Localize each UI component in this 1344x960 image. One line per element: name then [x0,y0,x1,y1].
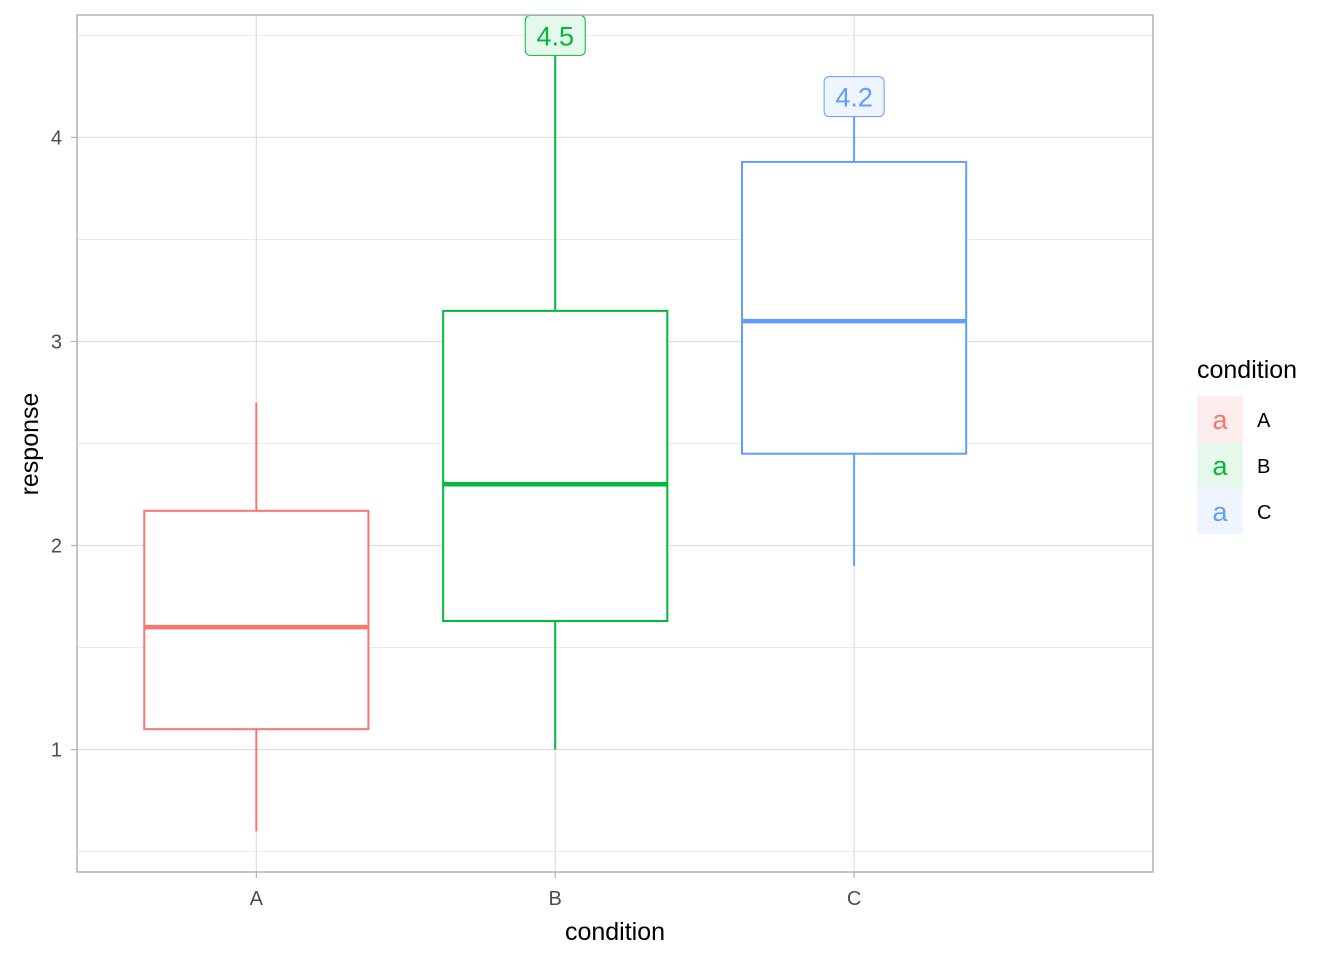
y-tick-label: 2 [51,536,62,558]
panel-border [76,14,1154,873]
legend-key-glyph: a [1212,497,1228,527]
legend-title: condition [1197,356,1297,384]
box-B: 4.5 [442,14,669,750]
legend-key [1197,488,1243,534]
box-C: 4.2 [741,76,968,566]
axes: 1 2 3 4 A B C [51,14,1154,910]
plot-marks: 4.5 4.2 [143,14,968,832]
x-axis-title: condition [565,918,665,946]
legend-key [1197,396,1243,442]
box-iqr [442,309,669,623]
value-label: 4.2 [835,83,873,113]
legend-label: C [1257,502,1271,524]
legend-label: B [1257,456,1270,478]
value-label: 4.5 [536,21,574,51]
legend: condition a Aa Ba C [1197,356,1297,534]
box-iqr [741,160,968,455]
legend-key [1197,442,1243,488]
box-iqr [143,509,370,731]
y-axis-title: response [16,393,44,496]
box-A [143,402,370,832]
x-tick-label: C [847,888,861,910]
y-tick-label: 4 [51,127,62,149]
value-label-box [823,76,885,118]
y-tick-label: 1 [51,740,62,762]
legend-key-glyph: a [1212,405,1228,435]
legend-label: A [1257,410,1271,432]
legend-key-glyph: a [1212,451,1228,481]
y-tick-label: 3 [51,331,62,353]
x-tick-label: A [250,888,264,910]
x-tick-label: B [549,888,562,910]
